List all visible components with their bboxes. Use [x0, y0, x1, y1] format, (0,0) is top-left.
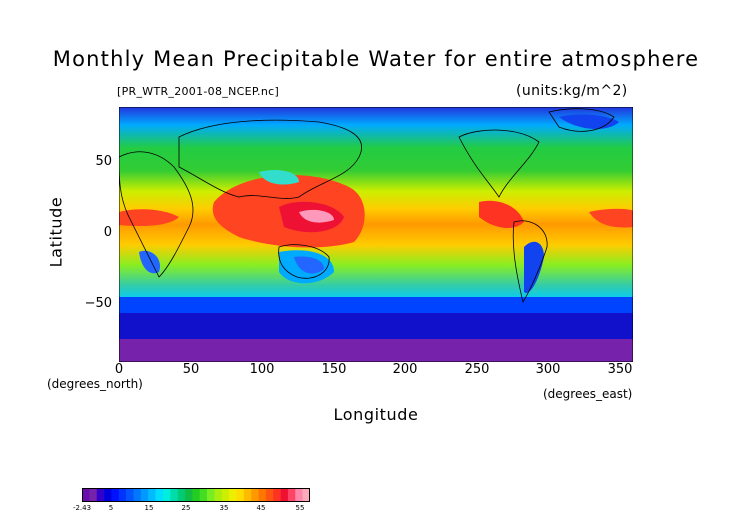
colorbar-swatch — [155, 488, 164, 502]
colorbar-swatch — [229, 488, 237, 502]
x-tick-label: 250 — [464, 362, 490, 377]
colorbar-label: 35 — [219, 504, 229, 512]
colorbar-swatch — [236, 488, 245, 502]
map-title: Monthly Mean Precipitable Water for enti… — [52, 47, 700, 71]
colorbar-swatch — [162, 488, 171, 502]
colorbar-label: 25 — [181, 504, 191, 512]
colorbar-swatch — [111, 488, 120, 502]
colorbar-swatch — [89, 488, 97, 502]
colorbar-label: 55 — [295, 504, 305, 512]
colorbar-label: 15 — [144, 504, 154, 512]
colorbar-swatch — [118, 488, 127, 502]
y-unit-label: (degrees_north) — [47, 377, 143, 391]
x-tick-label: 50 — [182, 362, 200, 377]
colorbar-label: -2.43 — [72, 504, 92, 512]
x-tick-label: 350 — [607, 362, 633, 377]
colorbar-swatch — [148, 488, 156, 502]
colorbar-swatch — [207, 488, 215, 502]
colorbar-swatch — [170, 488, 178, 502]
x-tick-label: 0 — [114, 362, 124, 377]
colorbar-swatch — [96, 488, 105, 502]
y-axis-label: Latitude — [46, 196, 66, 268]
units-label: (units:kg/m^2) — [516, 83, 628, 99]
colorbar-swatch — [184, 488, 193, 502]
map-plot — [119, 107, 633, 362]
colorbar — [82, 487, 311, 502]
y-tick-label: 50 — [95, 154, 112, 169]
x-unit-label: (degrees_east) — [543, 387, 633, 401]
colorbar-swatch — [280, 488, 289, 502]
x-tick-label: 200 — [392, 362, 418, 377]
colorbar-swatch — [295, 488, 303, 502]
colorbar-swatch — [265, 488, 274, 502]
colorbar-label: 45 — [256, 504, 266, 512]
colorbar-swatch — [258, 488, 267, 502]
colorbar-swatch — [221, 488, 230, 502]
file-name-label: [PR_WTR_2001-08_NCEP.nc] — [117, 85, 280, 98]
precipitable-water-map — [119, 107, 633, 362]
y-tick-label: 0 — [103, 225, 112, 240]
colorbar-swatch — [251, 488, 259, 502]
colorbar-swatches — [82, 488, 311, 502]
colorbar-swatch — [302, 488, 311, 502]
x-tick-label: 100 — [249, 362, 275, 377]
colorbar-swatch — [140, 488, 149, 502]
colorbar-swatch — [273, 488, 281, 502]
colorbar-swatch — [104, 488, 112, 502]
colorbar-swatch — [177, 488, 186, 502]
x-axis-label: Longitude — [333, 405, 419, 424]
colorbar-swatch — [192, 488, 200, 502]
colorbar-swatch — [214, 488, 223, 502]
colorbar-swatch — [82, 488, 90, 502]
colorbar-swatch — [199, 488, 208, 502]
colorbar-label: 5 — [108, 504, 114, 512]
colorbar-swatch — [133, 488, 142, 502]
colorbar-swatch — [126, 488, 134, 502]
colorbar-swatch — [243, 488, 252, 502]
x-tick-label: 150 — [321, 362, 347, 377]
colorbar-swatch — [287, 488, 296, 502]
x-tick-label: 300 — [535, 362, 561, 377]
y-tick-label: −50 — [84, 296, 112, 311]
